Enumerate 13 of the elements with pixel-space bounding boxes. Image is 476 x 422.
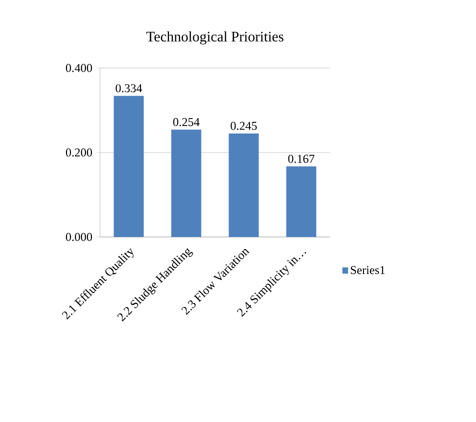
data-label: 0.245	[230, 122, 257, 130]
bar	[171, 130, 202, 237]
bar	[286, 166, 316, 237]
y-tick-label: 0.400	[66, 64, 92, 72]
legend-label: Series1	[350, 266, 385, 274]
y-tick-label: 0.200	[66, 148, 92, 157]
data-label: 0.254	[173, 118, 200, 126]
chart-title: Technological Priorities	[146, 31, 284, 44]
data-label: 0.334	[116, 84, 142, 92]
bar	[114, 96, 144, 237]
data-label: 0.167	[288, 154, 314, 163]
bar	[228, 133, 259, 237]
y-tick-label: 0.000	[66, 232, 92, 242]
